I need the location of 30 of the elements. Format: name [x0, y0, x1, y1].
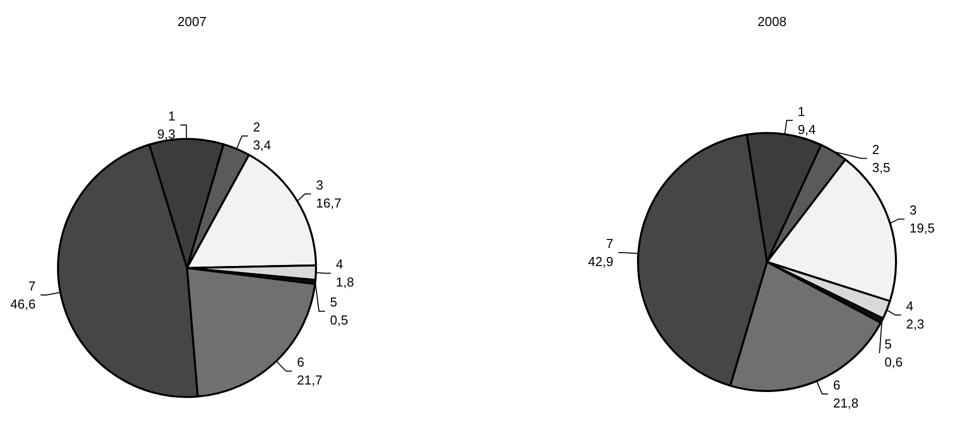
- data-label: 1,8: [336, 274, 354, 290]
- data-label: 21,7: [297, 372, 322, 388]
- data-label: 9,4: [798, 122, 816, 137]
- data-label: 2,3: [906, 316, 924, 332]
- slice-label: 4: [906, 298, 914, 314]
- slice-label: 5: [330, 294, 338, 310]
- data-label: 19,5: [909, 220, 935, 236]
- slice-label: 2: [252, 119, 260, 134]
- data-label: 46,6: [10, 296, 36, 312]
- slice-label: 1: [168, 108, 176, 124]
- slice-label: 7: [606, 236, 614, 252]
- data-label: 9,3: [157, 126, 176, 142]
- slice-label: 4: [336, 256, 344, 272]
- data-label: 3,5: [872, 160, 890, 175]
- data-label: 3,4: [252, 137, 272, 152]
- slice-label: 2: [872, 142, 880, 157]
- data-label: 16,7: [316, 195, 342, 210]
- slice-label: 5: [884, 336, 892, 352]
- data-label: 0,6: [884, 354, 903, 370]
- data-label: 42,9: [588, 254, 614, 270]
- slice-label: 3: [316, 177, 324, 192]
- data-label: 21,8: [833, 395, 858, 410]
- chart-title: 2008: [758, 14, 786, 29]
- data-label: 0,5: [330, 312, 348, 328]
- slice-label: 6: [833, 377, 840, 392]
- chart-title: 2007: [178, 14, 206, 29]
- slice-label: 3: [909, 202, 917, 218]
- slice-label: 7: [28, 278, 36, 294]
- slice-label: 6: [297, 354, 304, 370]
- slice-label: 1: [798, 104, 805, 119]
